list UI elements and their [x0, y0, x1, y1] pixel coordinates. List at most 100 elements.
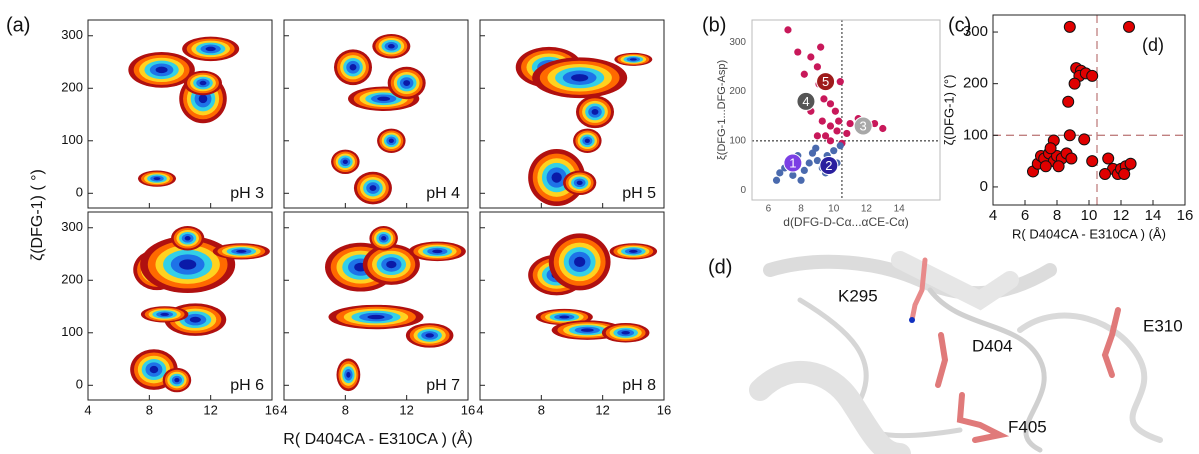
x-tick-label: 12	[1113, 207, 1130, 224]
x-axis-label: R( D404CA - E310CA ) (Å)	[283, 429, 472, 448]
data-point	[773, 177, 780, 184]
density-level	[174, 378, 179, 382]
data-point	[837, 142, 844, 149]
density-level	[559, 316, 569, 319]
density-cluster	[184, 71, 222, 95]
data-point	[1040, 161, 1051, 172]
density-cluster	[182, 37, 239, 61]
x-tick-label: 8	[1053, 207, 1061, 224]
x-tick-label: 14	[1145, 207, 1162, 224]
data-point	[820, 95, 827, 102]
y-tick-label: 0	[980, 178, 988, 195]
density-cluster	[138, 170, 176, 186]
x-tick-label: 16	[461, 402, 475, 417]
density-level	[577, 181, 583, 185]
data-point	[1053, 161, 1064, 172]
data-point	[806, 159, 813, 166]
density-level	[206, 47, 216, 51]
data-point	[879, 125, 886, 132]
density-cluster	[549, 233, 611, 290]
density-cluster	[602, 323, 650, 343]
state-label: 5	[822, 74, 829, 89]
density-cluster	[369, 226, 398, 250]
y-tick-label: 300	[963, 23, 988, 40]
density-level	[156, 67, 168, 73]
density-level	[581, 328, 594, 332]
y-tick-label: 0	[740, 185, 746, 196]
data-point	[789, 172, 796, 179]
x-tick-label: 4	[476, 402, 483, 417]
y-axis-label: ζ(DFG-1) (°)	[941, 75, 956, 146]
x-tick-label: 14	[894, 204, 906, 215]
helix	[760, 372, 900, 454]
density-level	[200, 81, 207, 85]
y-tick-label: 100	[61, 132, 83, 147]
data-point	[814, 132, 821, 139]
density-cluster	[354, 172, 392, 205]
residue-label: E310	[1143, 316, 1183, 335]
panel-label: (a)	[6, 14, 30, 36]
data-point	[827, 137, 834, 144]
density-cluster	[171, 226, 204, 250]
data-point	[1124, 21, 1135, 32]
density-level	[381, 236, 386, 240]
x-tick-label: 12	[203, 402, 217, 417]
density-cluster	[406, 323, 454, 347]
annotation: (d)	[1142, 35, 1164, 55]
data-point	[1069, 78, 1080, 89]
data-point	[835, 117, 842, 124]
panel-condition: pH 8	[622, 377, 656, 394]
y-tick-label: 0	[76, 185, 83, 200]
y-tick-label: 100	[963, 126, 988, 143]
density-cluster	[213, 243, 270, 259]
x-tick-label: 6	[1021, 207, 1029, 224]
residue-label: D404	[972, 336, 1013, 355]
panel-condition: pH 6	[230, 377, 264, 394]
x-tick-label: 10	[1081, 207, 1098, 224]
density-cluster	[334, 49, 372, 85]
density-level	[552, 172, 562, 182]
residue-stick	[960, 395, 1000, 440]
data-point	[1045, 143, 1056, 154]
residue-stick	[1105, 310, 1118, 375]
y-tick-label: 300	[61, 219, 83, 234]
density-cluster	[573, 129, 602, 153]
panel-label: (d)	[708, 256, 732, 278]
density-cluster	[337, 359, 361, 392]
x-axis-label: d(DFG-D-Cα...αCE-Cα)	[783, 215, 908, 229]
data-point	[819, 117, 826, 124]
x-tick-label: 10	[828, 204, 840, 215]
density-level	[389, 139, 394, 143]
y-axis-label: ζ(DFG-1) ( °)	[29, 169, 46, 261]
figure: K295 D404 E310 F405 (a) (b) (c) (d) 0100…	[0, 0, 1199, 454]
structure-render	[760, 260, 1160, 454]
panel-condition: pH 5	[622, 185, 656, 202]
density-cluster	[377, 129, 406, 153]
data-point	[1087, 156, 1098, 167]
state-label: 1	[789, 155, 796, 170]
x-tick-label: 8	[798, 204, 804, 215]
y-tick-label: 100	[61, 324, 83, 339]
data-point	[1100, 169, 1111, 180]
density-cluster	[614, 53, 652, 66]
y-tick-label: 300	[61, 27, 83, 42]
y-tick-label: 200	[963, 75, 988, 92]
x-tick-label: 16	[657, 402, 671, 417]
density-level	[190, 317, 201, 323]
x-tick-label: 8	[538, 402, 545, 417]
density-level	[350, 64, 357, 70]
data-point	[1119, 169, 1130, 180]
state-label: 4	[802, 94, 809, 109]
state-label: 2	[825, 158, 832, 173]
density-level	[571, 74, 588, 81]
page: K295 D404 E310 F405 (a) (b) (c) (d) 0100…	[0, 0, 1199, 454]
density-level	[585, 139, 590, 143]
density-level	[377, 97, 390, 101]
residue-label: F405	[1008, 417, 1047, 436]
residue-stick	[938, 335, 945, 385]
density-level	[160, 313, 169, 316]
data-point	[1064, 21, 1075, 32]
density-cluster	[532, 57, 627, 98]
density-level	[369, 185, 376, 191]
density-level	[592, 109, 599, 115]
